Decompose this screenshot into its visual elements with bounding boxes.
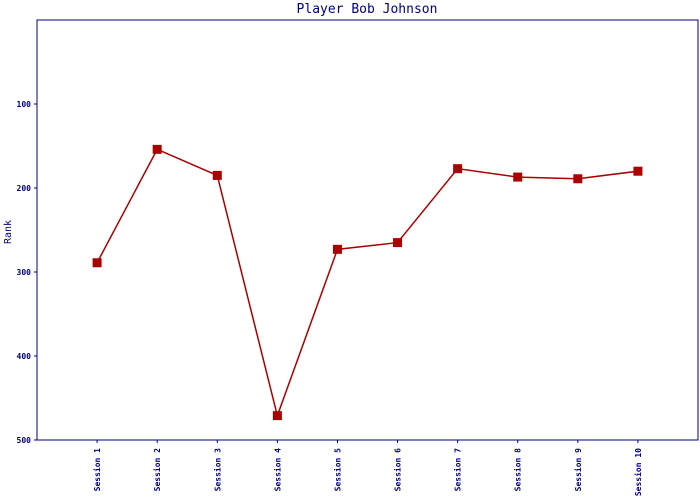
x-tick-label: Session 10 [633,448,643,496]
x-tick-label: Session 6 [393,448,403,492]
y-tick-label: 300 [17,268,32,277]
point-marker [212,170,222,180]
point-marker [513,172,523,182]
point-marker [573,174,583,184]
chart-title: Player Bob Johnson [297,2,438,17]
point-marker [272,411,282,421]
y-axis-label: Rank [3,220,14,244]
point-marker [92,258,102,268]
point-marker [152,144,162,154]
point-marker [332,244,342,254]
x-tick-label: Session 5 [332,448,342,492]
y-tick-label: 200 [17,184,32,193]
y-tick-label: 100 [17,100,32,109]
series-line [96,148,639,419]
x-tick-label: Session 7 [453,448,463,492]
point-marker [633,166,643,176]
point-marker [453,164,463,174]
x-tick-label: Session 4 [272,448,282,492]
y-tick-label: 400 [17,352,32,361]
x-tick-label: Session 9 [573,448,583,492]
x-tick-label: Session 3 [212,448,222,492]
point-marker [393,238,403,248]
x-tick-label: Session 1 [92,448,102,492]
y-tick-label: 500 [17,436,32,445]
x-tick-label: Session 2 [152,448,162,492]
x-tick-label: Session 8 [513,448,523,492]
plot-frame [36,19,699,441]
